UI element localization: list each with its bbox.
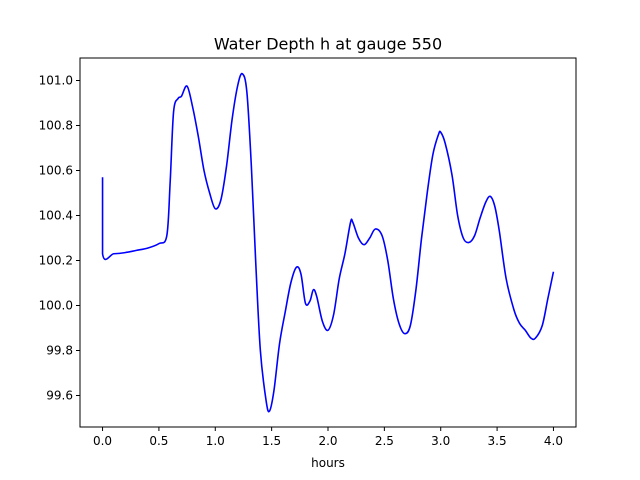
y-tick-label: 100.0 — [39, 299, 73, 313]
y-tick-label: 99.6 — [46, 389, 73, 403]
x-tick-label: 2.0 — [318, 434, 337, 448]
x-axis-label: hours — [311, 456, 345, 470]
plot-area: 0.0 0.5 1.0 1.5 2.0 2.5 3.0 3.5 4.0 99.6 99.8 100.… — [39, 57, 577, 448]
x-tick-label: 4.0 — [544, 434, 563, 448]
y-tick-label: 99.8 — [46, 344, 73, 358]
x-tick-label: 0.0 — [93, 434, 112, 448]
chart-title: Water Depth h at gauge 550 — [214, 35, 442, 54]
x-tick-label: 3.5 — [488, 434, 507, 448]
x-tick-label: 1.5 — [262, 434, 281, 448]
y-tick-label: 100.8 — [39, 119, 73, 133]
y-tick-label: 101.0 — [39, 74, 73, 88]
y-tick-label: 100.2 — [39, 254, 73, 268]
x-tick-label: 1.0 — [206, 434, 225, 448]
y-tick-label: 100.6 — [39, 164, 73, 178]
y-axis: 99.6 99.8 100.0 100.2 100.4 100.6 100.8 101.0 — [39, 74, 80, 403]
x-tick-label: 3.0 — [431, 434, 450, 448]
series-line — [101, 72, 555, 413]
x-axis: 0.0 0.5 1.0 1.5 2.0 2.5 3.0 3.5 4.0 — [93, 427, 563, 448]
x-tick-label: 0.5 — [149, 434, 168, 448]
x-tick-label: 2.5 — [375, 434, 394, 448]
y-tick-label: 100.4 — [39, 209, 73, 223]
